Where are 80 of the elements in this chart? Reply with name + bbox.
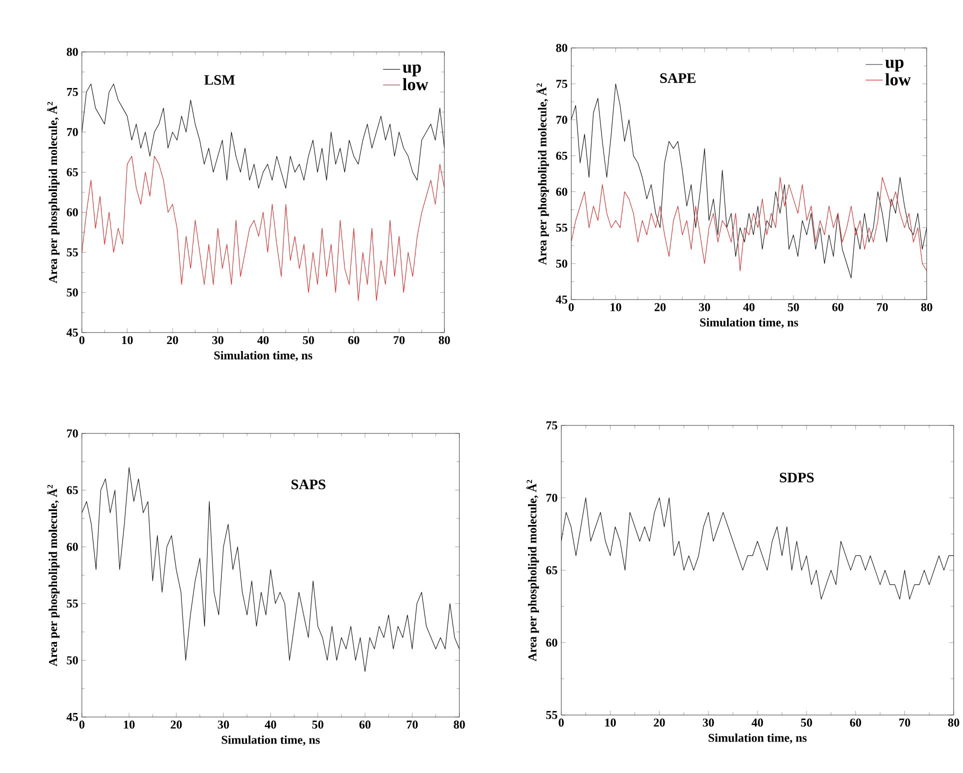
annotation: SAPE bbox=[660, 73, 696, 83]
y-tick-label: 60 bbox=[546, 638, 558, 647]
y-tick-label: 80 bbox=[556, 44, 568, 52]
x-tick-label: 30 bbox=[702, 718, 714, 727]
y-tick-label: 45 bbox=[66, 713, 78, 722]
y-tick-label: 70 bbox=[546, 494, 558, 502]
x-tick-label: 70 bbox=[406, 720, 418, 729]
x-tick-label: 20 bbox=[654, 718, 665, 727]
y-axis-title: Area per phospholipid molecule, Å$^{2}$ bbox=[536, 83, 549, 265]
y-tick-label: 70 bbox=[67, 429, 78, 438]
y-tick-label: 70 bbox=[67, 128, 78, 136]
y-tick-label: 65 bbox=[66, 168, 78, 176]
x-tick-label: 30 bbox=[212, 336, 224, 344]
y-axis-title: Area per phospholipid molecule, Å$^{2}$ bbox=[47, 102, 60, 284]
x-tick-label: 50 bbox=[801, 718, 812, 727]
legend-label: low bbox=[885, 73, 911, 86]
x-tick-label: 80 bbox=[921, 303, 932, 312]
x-tick-label: 80 bbox=[454, 720, 465, 729]
y-tick-label: 45 bbox=[66, 328, 78, 337]
x-axis-title: Simulation time, ns bbox=[708, 734, 807, 744]
y-tick-label: 75 bbox=[546, 421, 558, 430]
x-tick-label: 0 bbox=[79, 336, 84, 344]
y-tick-label: 65 bbox=[66, 486, 78, 494]
x-axis-title: Simulation time, ns bbox=[222, 736, 320, 746]
x-tick-label: 0 bbox=[558, 718, 564, 727]
x-tick-label: 60 bbox=[850, 718, 862, 727]
x-tick-label: 10 bbox=[610, 303, 622, 312]
x-tick-label: 20 bbox=[654, 303, 666, 312]
x-tick-label: 50 bbox=[312, 720, 324, 729]
annotation: LSM bbox=[204, 75, 235, 85]
x-tick-label: 40 bbox=[257, 336, 269, 344]
y-tick-label: 80 bbox=[66, 48, 78, 56]
line-series bbox=[571, 84, 927, 278]
x-tick-label: 70 bbox=[876, 303, 888, 312]
y-tick-label: 65 bbox=[546, 566, 558, 574]
x-tick-label: 0 bbox=[79, 720, 84, 729]
x-tick-label: 70 bbox=[394, 336, 405, 344]
x-tick-label: 10 bbox=[124, 720, 135, 729]
x-tick-label: 50 bbox=[788, 303, 799, 312]
legend-label: up bbox=[402, 64, 421, 76]
x-tick-label: 30 bbox=[218, 720, 229, 729]
x-axis-title: Simulation time, ns bbox=[214, 351, 312, 362]
y-tick-label: 50 bbox=[66, 656, 78, 664]
y-tick-label: 50 bbox=[66, 288, 78, 297]
x-tick-label: 60 bbox=[832, 303, 844, 312]
x-tick-label: 80 bbox=[438, 336, 450, 344]
x-tick-label: 60 bbox=[359, 720, 371, 729]
x-tick-label: 0 bbox=[568, 303, 574, 312]
y-tick-label: 75 bbox=[67, 88, 78, 96]
y-tick-label: 55 bbox=[546, 711, 558, 720]
y-tick-label: 55 bbox=[66, 248, 78, 256]
y-tick-label: 75 bbox=[556, 80, 568, 88]
legend-label: up bbox=[885, 60, 904, 72]
legend-label: low bbox=[402, 78, 428, 90]
x-tick-label: 30 bbox=[699, 303, 710, 312]
y-tick-label: 55 bbox=[66, 600, 78, 608]
y-axis-title: Area per phospholipid molecule, Å$^{2}$ bbox=[526, 480, 539, 662]
annotation: SDPS bbox=[780, 472, 814, 482]
y-axis-title: Area per phospholipid molecule, Å$^{2}$ bbox=[47, 484, 60, 666]
y-tick-label: 60 bbox=[66, 208, 78, 216]
x-tick-label: 40 bbox=[752, 718, 763, 727]
y-tick-label: 55 bbox=[556, 224, 568, 232]
x-tick-label: 60 bbox=[348, 336, 360, 344]
x-tick-label: 50 bbox=[302, 336, 314, 344]
y-tick-label: 70 bbox=[556, 116, 568, 124]
annotation: SAPS bbox=[292, 480, 326, 490]
y-tick-label: 60 bbox=[66, 542, 78, 551]
x-tick-label: 40 bbox=[264, 720, 276, 729]
y-tick-label: 60 bbox=[556, 188, 568, 196]
x-tick-label: 10 bbox=[122, 336, 133, 344]
x-tick-label: 10 bbox=[605, 718, 616, 727]
y-tick-label: 45 bbox=[556, 296, 568, 304]
y-tick-label: 50 bbox=[556, 260, 568, 268]
x-tick-label: 40 bbox=[743, 303, 755, 312]
y-tick-label: 65 bbox=[556, 152, 568, 160]
x-tick-label: 20 bbox=[170, 720, 182, 729]
x-axis-title: Simulation time, ns bbox=[700, 318, 798, 328]
x-tick-label: 70 bbox=[899, 718, 910, 727]
x-tick-label: 20 bbox=[167, 336, 178, 344]
x-tick-label: 80 bbox=[948, 718, 960, 727]
